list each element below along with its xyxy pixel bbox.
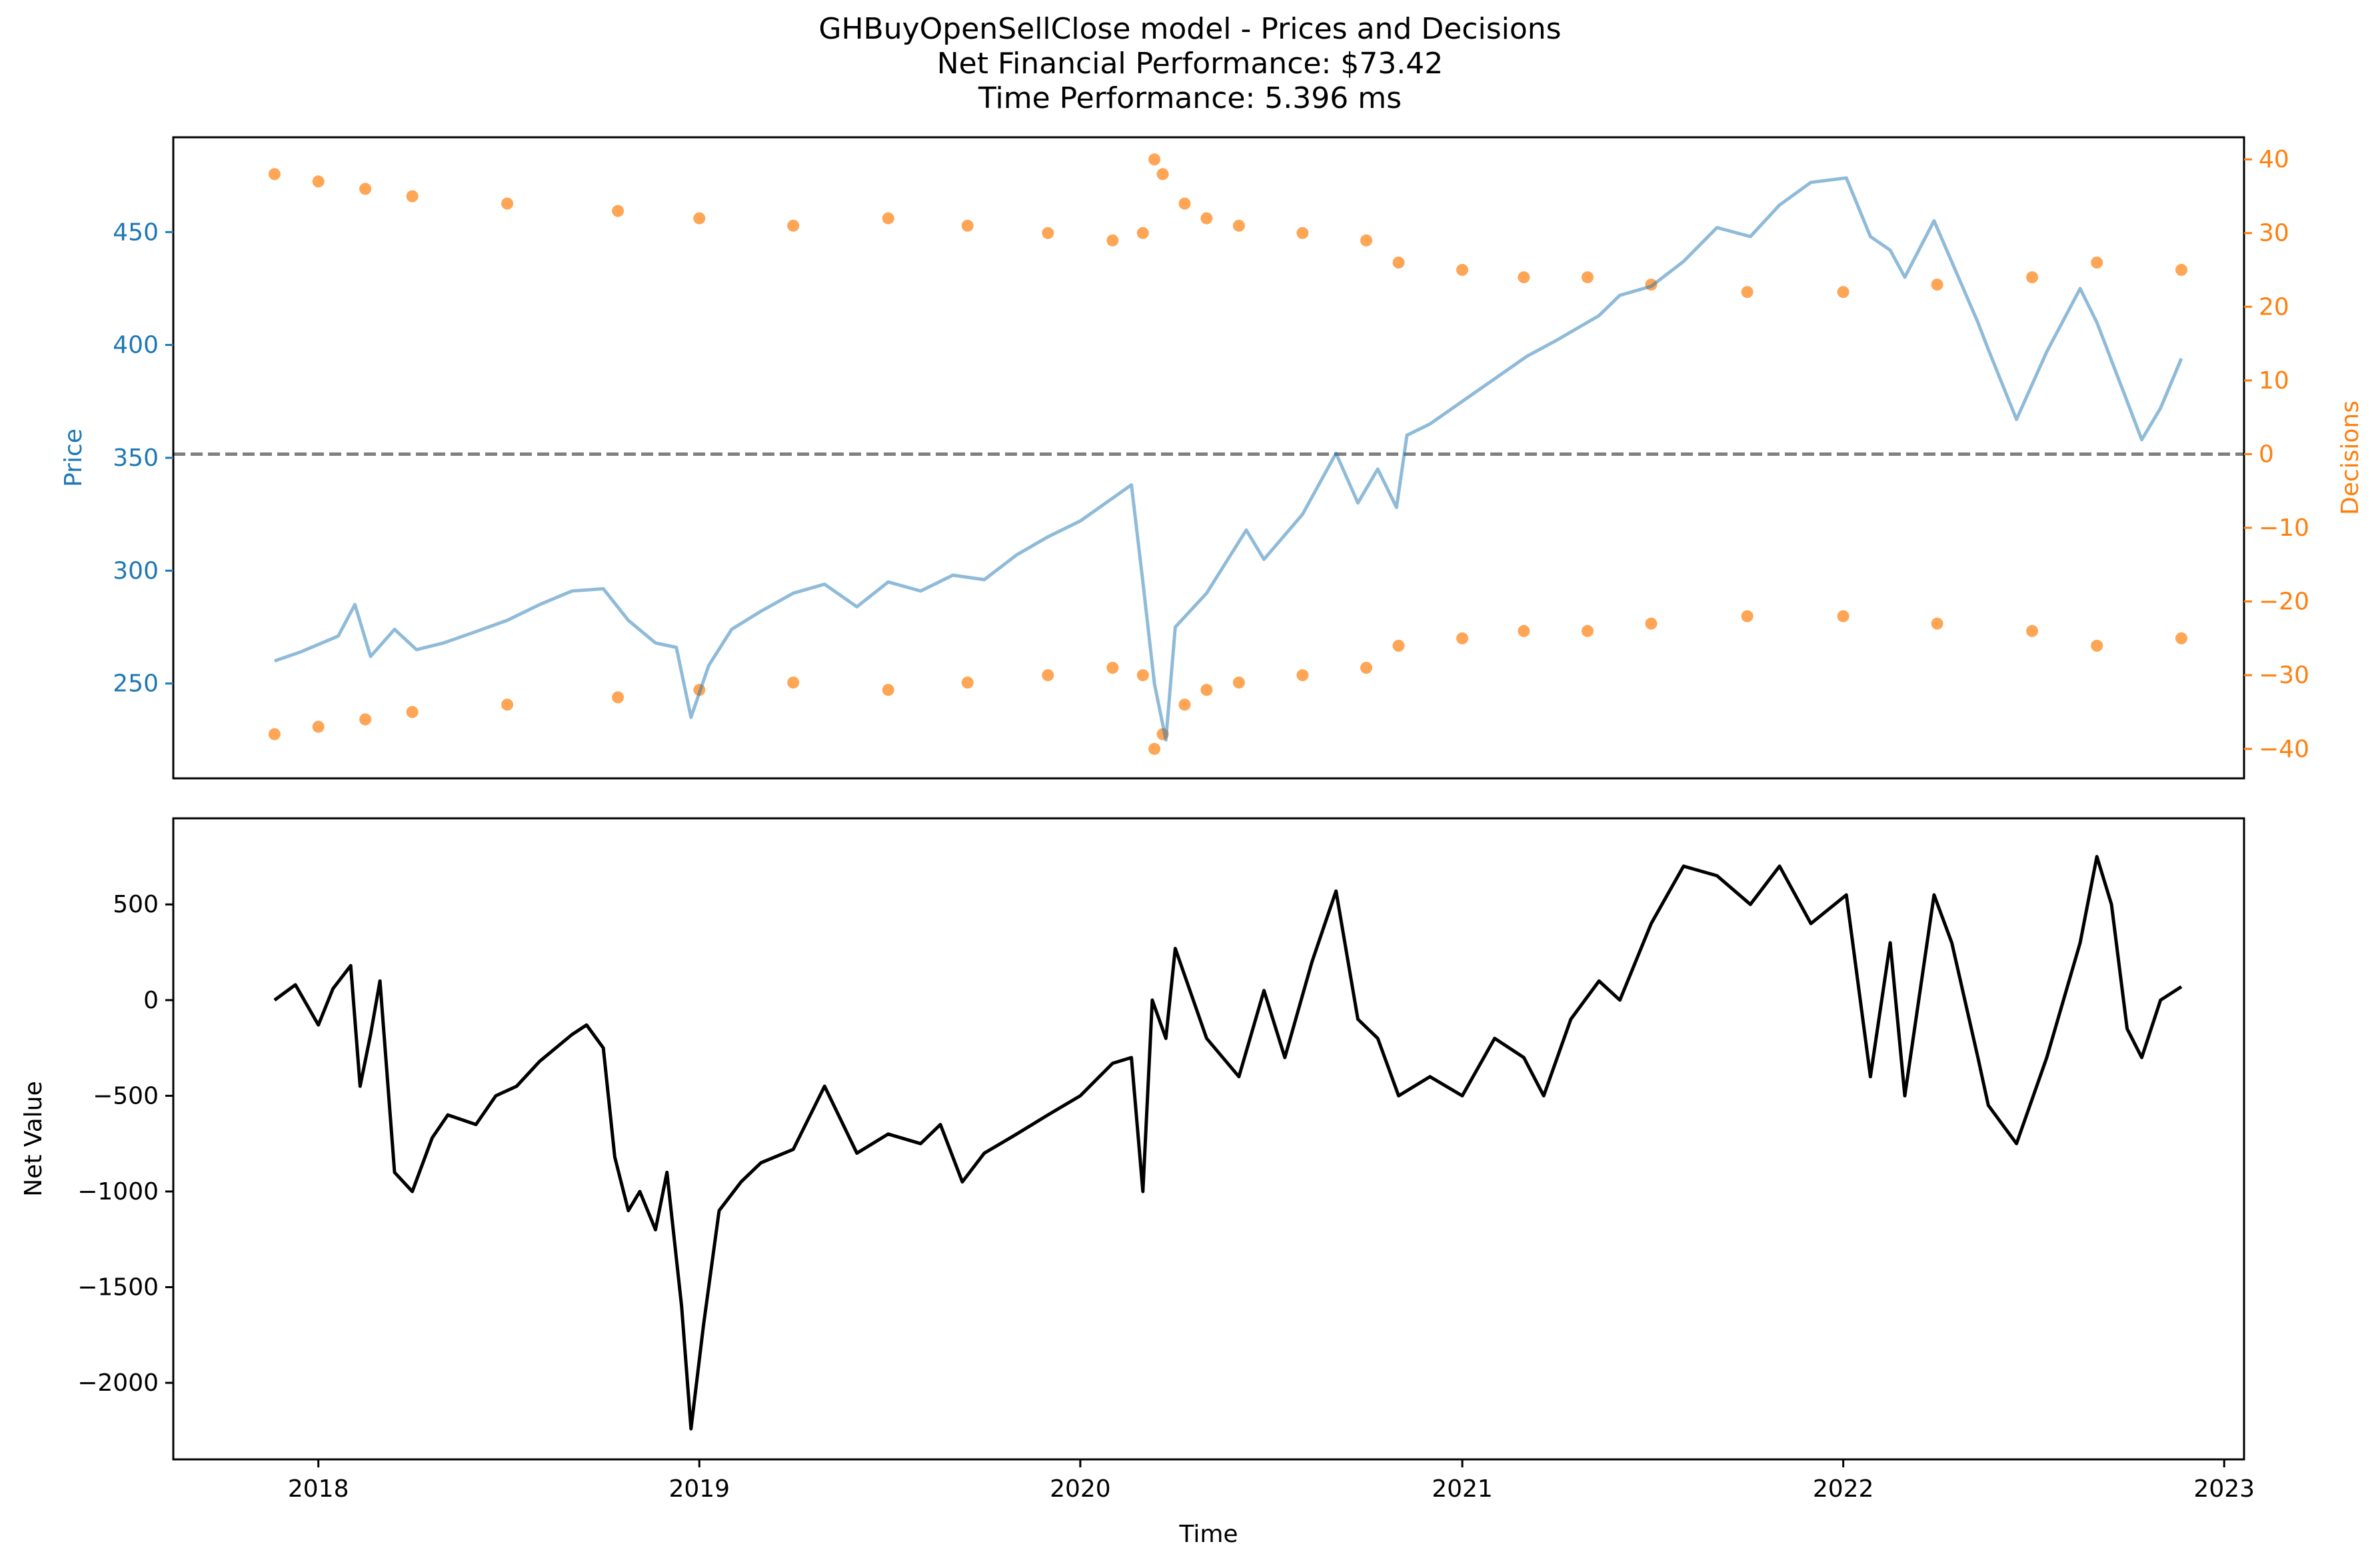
decision-point [312,175,325,188]
decision-point [406,190,419,203]
decision-point [1232,676,1245,689]
decision-point [961,219,974,232]
net-value-line [273,854,2183,1431]
decision-point [1042,669,1054,682]
net-value-tick-label: −1000 [77,1178,159,1205]
decision-point [2175,264,2187,276]
decision-point [2175,632,2187,644]
decision-point [1042,227,1054,239]
decision-point [1392,257,1405,269]
decision-point [2026,624,2039,637]
top-axes-frame [172,136,2245,780]
time-tick-label: 2021 [1432,1475,1493,1503]
decision-point [1296,669,1309,682]
decision-point [882,684,894,696]
decisions-tick-label: 30 [2259,220,2289,247]
decisions-tick-label: −20 [2259,588,2309,616]
decision-point [1360,234,1372,247]
net-value-tick-label: −1500 [77,1274,159,1301]
price-tick-label: 350 [113,444,159,472]
bottom-net-value-panel: −2000 −1500 −1000 −500 0 500 2018 2019 2020 2021 2… [20,817,2255,1548]
decision-point [268,728,281,740]
decision-point [1360,662,1372,674]
decisions-tick-label: 0 [2259,440,2274,468]
net-value-tick-label: −2000 [77,1369,159,1397]
decision-point [406,706,419,718]
time-tick-label: 2023 [2193,1475,2255,1503]
decision-point [1518,271,1530,284]
decision-point [1148,742,1161,755]
time-tick-label: 2019 [668,1475,730,1503]
decision-point [359,713,372,726]
decisions-axis-label: Decisions [2337,400,2364,515]
net-value-tick-label: 0 [143,987,159,1014]
bottom-axes-frame [172,817,2245,1461]
top-price-decisions-panel: 250 300 350 400 450 −40 −30 −20 −10 0 10 20 30 40 Pric… [60,136,2364,780]
decision-point [1178,698,1191,711]
decision-point [1582,624,1594,637]
decision-point [787,676,800,689]
price-tick-label: 450 [113,219,159,246]
figure-title-line-2: Net Financial Performance: $73.42 [936,47,1444,81]
time-tick-label: 2018 [288,1475,349,1503]
decision-point [501,698,514,711]
decision-point [612,691,624,704]
decision-point [501,197,514,210]
price-axis-label: Price [60,428,87,487]
decisions-tick-label: −30 [2259,662,2309,689]
decision-point [787,219,800,232]
decision-point [1456,632,1468,644]
decision-point [1645,617,1658,630]
decisions-tick-label: 40 [2259,146,2289,173]
decision-point [1837,610,1849,622]
decision-point [1931,279,1943,291]
price-tick-label: 400 [113,332,159,359]
decisions-tick-label: 20 [2259,293,2289,321]
decisions-tick-label: −10 [2259,514,2309,542]
figure-title-line-1: GHBuyOpenSellClose model - Prices and De… [818,12,1562,46]
decision-point [1106,662,1119,674]
net-value-tick-label: 500 [113,891,159,918]
decision-point [1156,168,1169,181]
price-tick-label: 250 [113,670,159,698]
decision-point [882,212,894,225]
decision-point [1392,640,1405,652]
time-axis-label: Time [1178,1521,1238,1548]
time-tick-label: 2022 [1813,1475,1874,1503]
decision-point [1136,227,1149,239]
decision-point [1931,617,1943,630]
decision-point [1837,286,1849,299]
decision-point [359,183,372,195]
decision-point [1518,624,1530,637]
decisions-tick-label: 10 [2259,367,2289,394]
decision-point [1178,197,1191,210]
decision-point [312,720,325,733]
decision-point [961,676,974,689]
net-value-tick-label: −500 [93,1082,159,1110]
decision-point [1232,219,1245,232]
decision-point [1741,610,1754,622]
decision-point [2091,640,2103,652]
decision-point [1456,264,1468,276]
time-tick-label: 2020 [1050,1475,1111,1503]
decision-point [1136,669,1149,682]
decision-point [1582,271,1594,284]
decision-point [2026,271,2039,284]
decision-point [1200,684,1213,696]
decision-point [2091,257,2103,269]
decision-point [1741,286,1754,299]
net-value-axis-label: Net Value [20,1081,47,1197]
decision-point [1296,227,1309,239]
price-line [274,176,2183,742]
decision-point [693,212,706,225]
decision-point [1148,153,1161,166]
price-tick-label: 300 [113,557,159,584]
decision-point [1200,212,1213,225]
decision-point [268,168,281,181]
decisions-tick-label: −40 [2259,736,2309,763]
decision-point [612,205,624,217]
decision-point [1106,234,1119,247]
figure-title-line-3: Time Performance: 5.396 ms [978,81,1402,115]
